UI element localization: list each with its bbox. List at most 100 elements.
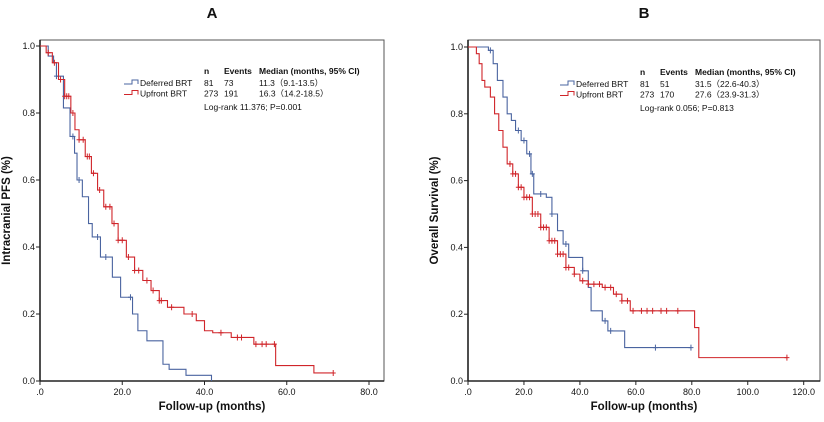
censor-mark (518, 184, 524, 191)
panel-A: A 0.0 0.2 0.4 0.6 0.8 1.0 .0 20.0 40.0 60.0 80.0 Fol… (1, 5, 385, 413)
x-tick-label: .0 (464, 387, 472, 397)
x-tick-label: 80.0 (360, 387, 378, 397)
y-tick-label: 0.8 (450, 109, 463, 119)
censor-mark (596, 281, 602, 288)
logrank-note: Log-rank 11.376; P=0.001 (204, 102, 302, 112)
censor-mark (51, 59, 57, 66)
censor-mark (169, 304, 175, 311)
legend-n: 273 (640, 90, 654, 100)
legend-header: Median (months, 95% CI) (259, 66, 360, 76)
censor-mark (90, 170, 96, 177)
x-tick-label: 80.0 (683, 387, 701, 397)
x-tick-label: 40.0 (196, 387, 214, 397)
censor-mark (58, 76, 64, 83)
x-tick-label: .0 (36, 387, 44, 397)
censor-mark (527, 150, 533, 157)
censor-mark (580, 267, 586, 274)
censor-mark (253, 341, 259, 348)
censor-mark (45, 49, 51, 56)
censor-mark (529, 170, 535, 177)
censor-mark (638, 307, 644, 314)
legend-swatch-icon (124, 79, 139, 85)
legend-swatch-icon (560, 91, 575, 96)
censor-mark (608, 284, 614, 291)
censor-mark (619, 297, 625, 304)
legend-n: 81 (204, 78, 214, 88)
censor-mark (239, 334, 245, 341)
censor-mark (70, 110, 76, 116)
legend-group-label: Deferred BRT (576, 79, 628, 89)
legend-median: 16.3（14.2-18.5） (259, 89, 328, 99)
legend-median: 27.6（23.9-31.3） (695, 90, 764, 100)
legend-header: Events (224, 66, 252, 76)
censor-mark (136, 267, 142, 274)
legend-events: 51 (660, 79, 670, 89)
censor-mark (66, 93, 72, 100)
censor-mark (144, 277, 150, 284)
censor-mark (652, 344, 658, 351)
censor-mark (650, 307, 656, 314)
censor-mark (585, 281, 591, 288)
y-tick-label: 0.0 (22, 376, 35, 386)
censor-mark (513, 170, 519, 177)
panel-title: B (639, 5, 650, 22)
censor-mark (119, 237, 125, 244)
censor-mark (263, 341, 269, 348)
censor-mark (107, 203, 113, 210)
censor-mark (86, 153, 92, 160)
y-tick-label: 0.2 (450, 309, 463, 319)
legend-median: 11.3（9.1-13.5） (259, 78, 323, 88)
legend-header: Median (months, 95% CI) (695, 67, 796, 77)
panel-title: A (207, 5, 218, 22)
censor-mark (608, 327, 614, 334)
y-tick-label: 0.2 (22, 309, 35, 319)
y-tick-label: 0.8 (22, 108, 35, 118)
y-tick-label: 1.0 (22, 41, 35, 51)
x-axis-label: Follow-up (months) (591, 401, 698, 413)
censor-mark (97, 187, 103, 194)
logrank-note: Log-rank 0.056; P=0.813 (640, 103, 734, 113)
x-axis-label: Follow-up (months) (159, 401, 266, 413)
y-tick-label: 0.6 (22, 175, 35, 185)
y-tick-label: 0.6 (450, 176, 463, 186)
censor-mark (591, 281, 597, 288)
censor-mark (644, 307, 650, 314)
legend-median: 31.5（22.6-40.3） (695, 79, 764, 89)
legend-events: 170 (660, 90, 674, 100)
censor-mark (563, 241, 569, 248)
x-tick-label: 120.0 (792, 387, 815, 397)
panel-B: B 0.0 0.2 0.4 0.6 0.8 1.0 .0 20.0 40.0 60.0 80.0 100… (429, 5, 821, 413)
censor-mark (613, 291, 619, 298)
x-tick-label: 20.0 (515, 387, 533, 397)
censor-mark (602, 317, 608, 324)
y-tick-label: 1.0 (450, 42, 463, 52)
censor-mark (125, 254, 131, 261)
legend-events: 73 (224, 78, 234, 88)
censor-mark (127, 294, 133, 301)
km-curve-upfront-brt (40, 45, 334, 374)
censor-mark (538, 190, 544, 197)
y-tick-label: 0.4 (450, 242, 463, 252)
censor-mark (111, 220, 117, 227)
km-curve-deferred-brt (40, 45, 213, 381)
censor-mark (688, 344, 694, 351)
y-tick-label: 0.0 (450, 376, 463, 386)
legend-group-label: Upfront BRT (140, 89, 187, 99)
censor-mark (535, 211, 541, 217)
legend-swatch-icon (124, 90, 139, 95)
censor-mark (566, 264, 572, 271)
legend-n: 81 (640, 79, 650, 89)
censor-mark (487, 47, 493, 54)
x-tick-label: 100.0 (736, 387, 759, 397)
censor-mark (80, 136, 86, 143)
censor-mark (549, 211, 555, 217)
censor-mark (189, 311, 195, 317)
legend-n: 273 (204, 89, 218, 99)
censor-mark (664, 307, 670, 314)
y-tick-label: 0.4 (22, 242, 35, 252)
censor-mark (271, 341, 277, 348)
censor-mark (560, 251, 566, 258)
x-tick-label: 40.0 (571, 387, 589, 397)
censor-mark (527, 194, 533, 201)
censor-mark (515, 127, 521, 134)
